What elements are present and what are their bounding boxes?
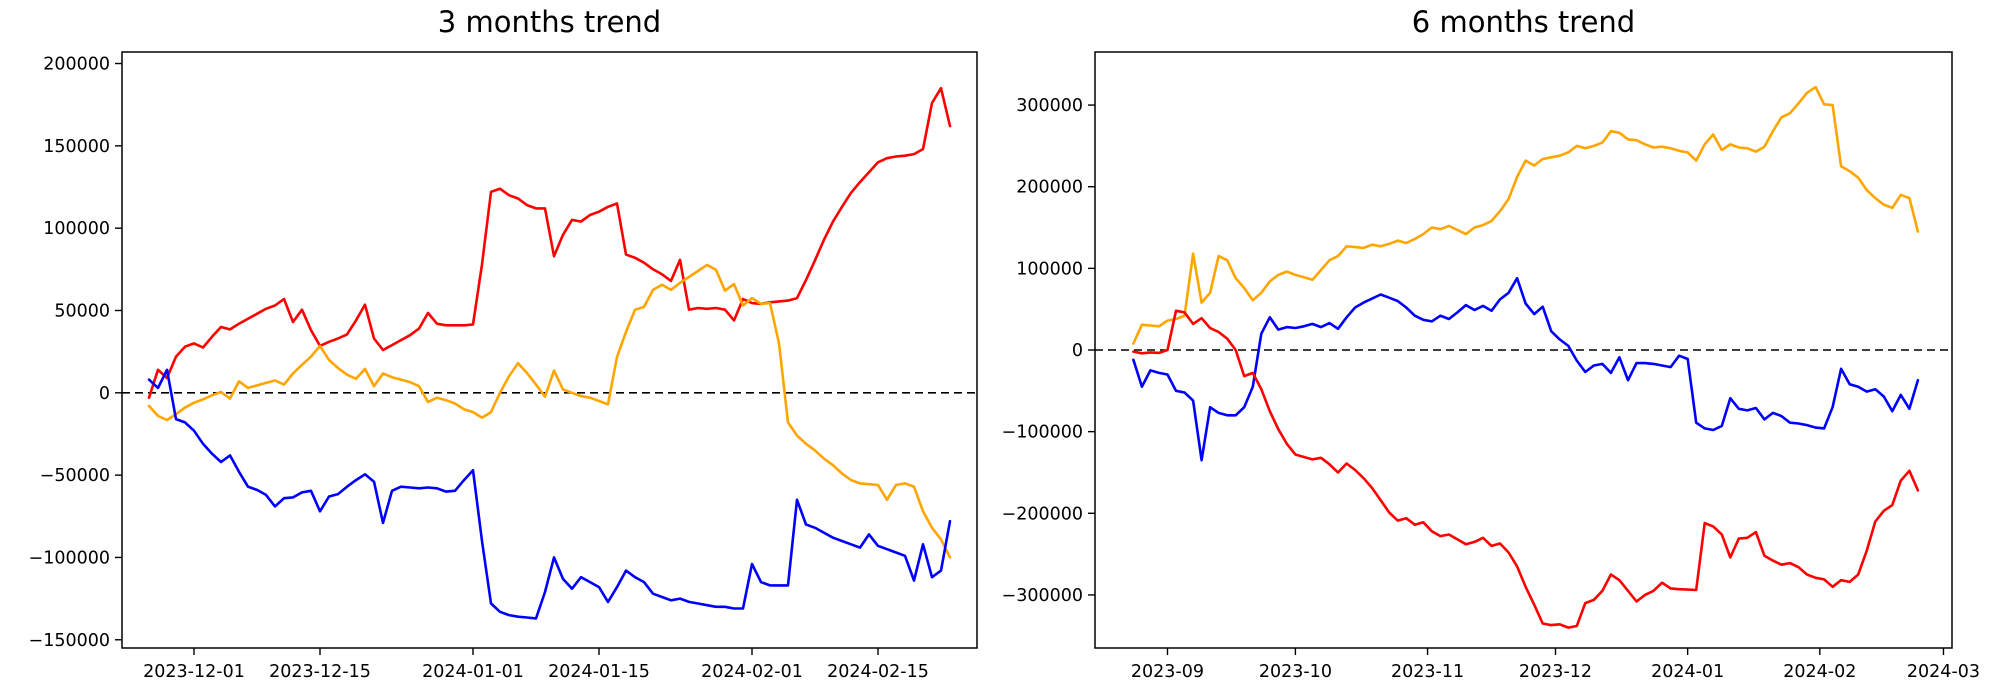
series-orange-line: [1132, 85, 1920, 345]
y-tick-label: −200000: [1002, 504, 1083, 524]
chart-plot: 300000 200000 100000 0 −100000 −200000 −300000…: [1002, 51, 1980, 682]
y-tick-label: 100000: [1016, 259, 1083, 279]
y-tick-label: 50000: [54, 301, 110, 321]
x-tick-label: 2023-09: [1131, 662, 1204, 682]
y-tick-label: 100000: [43, 219, 110, 239]
x-tick-label: 2023-12: [1519, 662, 1592, 682]
chart-3-months-trend: 3 months trend 200000 150000 100000 50000 0 −…: [29, 5, 978, 682]
y-tick-label: 200000: [1016, 178, 1083, 198]
y-tick-label: −150000: [29, 631, 110, 651]
chart-6-months-trend: 6 months trend 300000 200000 100000 0 −10000…: [1000, 0, 2000, 700]
x-tick-label: 2023-12-15: [269, 662, 371, 682]
chart-title: 3 months trend: [437, 5, 662, 39]
chart-plot: 200000 150000 100000 50000 0 −50000 −100000 −15…: [29, 51, 978, 682]
y-tick-label: 150000: [43, 137, 110, 157]
x-tick-label: 2023-11: [1391, 662, 1464, 682]
series-blue-line: [147, 368, 952, 620]
x-tick-label: 2024-01-15: [548, 662, 650, 682]
x-tick-label: 2023-12-01: [143, 662, 245, 682]
y-tick-label: 0: [99, 384, 110, 404]
x-tick-label: 2023-10: [1259, 662, 1332, 682]
y-tick-label: −50000: [40, 466, 110, 486]
x-tick-label: 2024-01-01: [422, 662, 524, 682]
series-red-line: [1132, 309, 1920, 629]
x-tick-label: 2024-02: [1783, 662, 1856, 682]
x-tick-label: 2024-01: [1651, 662, 1724, 682]
axis-frame: [121, 51, 978, 649]
x-tick-label: 2024-03: [1907, 662, 1980, 682]
series-red-line: [147, 86, 952, 400]
x-tick-label: 2024-02-15: [827, 662, 929, 682]
y-tick-label: 0: [1072, 341, 1083, 361]
y-tick-label: 200000: [43, 55, 110, 75]
series-orange-line: [147, 263, 952, 559]
y-tick-label: −100000: [1002, 423, 1083, 443]
x-tick-label: 2024-02-01: [701, 662, 803, 682]
y-tick-label: −300000: [1002, 586, 1083, 606]
y-tick-label: 300000: [1016, 96, 1083, 116]
y-tick-label: −100000: [29, 548, 110, 568]
axis-frame: [1094, 51, 1953, 649]
chart-title: 6 months trend: [1411, 5, 1636, 39]
series-blue-line: [1132, 276, 1920, 462]
